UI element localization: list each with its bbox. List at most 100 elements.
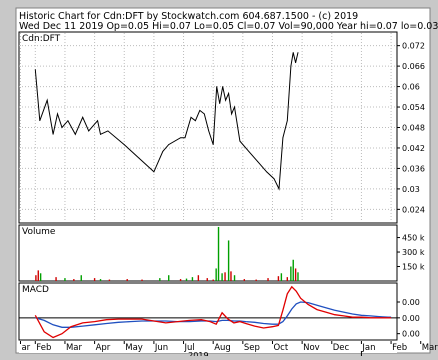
price-point: [46, 99, 48, 101]
volume-bars: [35, 226, 299, 281]
x-tick-label: May: [125, 343, 143, 353]
price-point: [123, 144, 125, 145]
y-tick-label: 0.024: [402, 205, 425, 214]
price-point: [292, 52, 294, 53]
price-point: [88, 130, 90, 132]
volume-bar: [141, 279, 143, 281]
year-label: 2019: [188, 351, 208, 356]
chart-header-line1: Historic Chart for Cdn:DFT by Stockwatch…: [19, 11, 358, 22]
price-point: [61, 127, 63, 128]
price-panel: 0.072 0.066 0.06 0.054 0.048 0.042 0.036 0.03 0.…: [18, 31, 425, 224]
price-point: [239, 140, 241, 142]
price-point: [203, 113, 205, 115]
price-point: [282, 137, 284, 139]
price-points: [34, 52, 299, 190]
price-point: [290, 65, 292, 67]
price-point: [266, 171, 267, 173]
x-tick-label: Mar: [422, 343, 438, 353]
volume-bar: [168, 275, 170, 281]
volume-bar: [233, 275, 236, 281]
volume-bar: [286, 277, 289, 281]
price-point: [57, 113, 58, 115]
macd-plot-area: [18, 282, 398, 341]
volume-bar: [37, 270, 39, 281]
price-point: [257, 161, 259, 163]
time-axis: ar Feb Mar Apr May Jun Jul Aug Sep Oct Nov Dec Jan Fe…: [19, 341, 438, 360]
x-tick-label: Feb: [392, 343, 407, 353]
volume-bar: [255, 279, 257, 281]
price-point: [212, 144, 214, 145]
price-point: [222, 86, 224, 87]
x-tick-label: Dec: [333, 343, 350, 353]
volume-bar: [277, 276, 280, 281]
volume-panel: 450 k 300 k 150 k Volume: [18, 224, 425, 282]
volume-bar: [159, 278, 161, 281]
price-point: [162, 150, 164, 152]
x-tick-label: Nov: [303, 343, 320, 353]
volume-bar: [35, 275, 37, 281]
price-point: [67, 120, 69, 122]
price-point: [39, 120, 41, 122]
x-tick-label: Jan: [361, 343, 375, 353]
price-point: [295, 62, 297, 64]
volume-bar: [197, 275, 200, 281]
y-tick-label: 450 k: [402, 234, 425, 243]
volume-bar: [73, 279, 75, 281]
y-tick-label: 0.03: [402, 185, 420, 194]
macd-line: [34, 285, 392, 339]
volume-bar: [64, 278, 66, 281]
volume-bar: [99, 279, 102, 281]
x-tick-label: Aug: [214, 343, 231, 353]
volume-bar: [227, 240, 230, 281]
price-point: [278, 188, 280, 190]
y-tick-label: 0.066: [402, 62, 425, 71]
y-tick-label: 0.00: [402, 314, 420, 323]
price-point: [153, 171, 155, 173]
volume-bar: [191, 277, 194, 281]
x-tick-label: Jun: [154, 343, 168, 353]
volume-bar: [292, 259, 294, 281]
price-point: [248, 150, 250, 152]
price-point: [219, 103, 221, 105]
y-tick-label: 0.042: [402, 144, 425, 153]
month-labels: ar Feb Mar Apr May Jun Jul Aug Sep Oct Nov Dec Jan Fe…: [19, 341, 438, 353]
volume-bar: [215, 268, 217, 281]
price-point: [34, 69, 36, 70]
chart-header-line2: Wed Dec 11 2019 Op=0.05 Hi=0.07 Lo=0.05 …: [19, 21, 438, 32]
x-tick-label: Feb: [36, 343, 51, 353]
y-tick-label: 300 k: [402, 248, 425, 257]
volume-bar: [108, 279, 111, 281]
volume-bar: [39, 273, 42, 281]
price-point: [100, 133, 101, 135]
volume-bar: [126, 279, 128, 281]
volume-bar: [217, 226, 220, 281]
volume-bar: [221, 273, 223, 281]
price-point: [286, 120, 288, 122]
x-tick-label: ar: [21, 343, 30, 353]
y-tick-label: 0.036: [402, 164, 425, 173]
volume-bar: [280, 273, 283, 281]
y-tick-label: 0.00: [402, 298, 420, 307]
x-tick-label: Mar: [66, 343, 83, 353]
price-point: [208, 130, 210, 132]
volume-bar: [267, 278, 269, 281]
y-tick-label: 0.072: [402, 42, 425, 51]
price-point: [216, 86, 218, 87]
volume-bar: [294, 268, 297, 281]
macd-panel: 0.00 0.00 0.00 MACD: [18, 282, 420, 341]
volume-bar: [224, 272, 226, 281]
price-point: [234, 106, 235, 108]
price-point: [199, 110, 201, 111]
y-tick-label: 0.00: [402, 330, 420, 339]
price-point: [231, 113, 232, 115]
price-point: [82, 116, 84, 118]
price-point: [107, 130, 109, 132]
volume-bar: [55, 277, 57, 281]
price-point: [184, 137, 186, 139]
price-point: [228, 92, 230, 94]
volume-bar: [230, 271, 232, 281]
volume-bar: [243, 279, 246, 281]
price-point: [168, 144, 170, 145]
volume-axis: 450 k 300 k 150 k: [397, 234, 425, 272]
